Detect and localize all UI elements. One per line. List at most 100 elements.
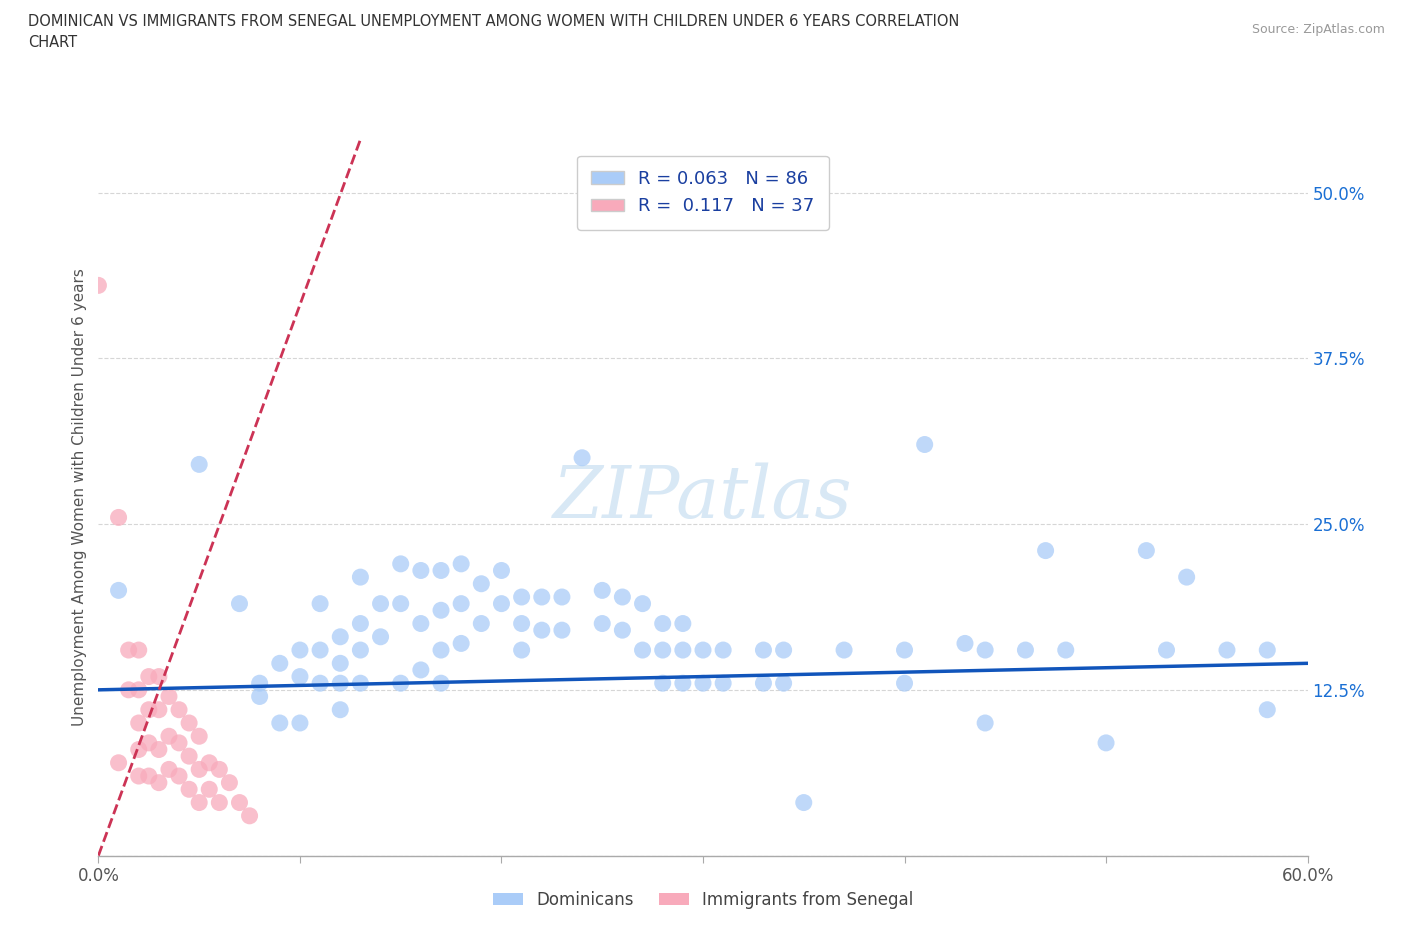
Point xyxy=(288,670,311,684)
Point xyxy=(128,643,150,658)
Point xyxy=(228,795,250,810)
Point xyxy=(249,676,271,691)
Point xyxy=(389,676,412,691)
Point xyxy=(249,689,271,704)
Point xyxy=(752,643,775,658)
Point xyxy=(692,676,714,691)
Point xyxy=(329,630,352,644)
Point xyxy=(1256,702,1278,717)
Point xyxy=(198,782,221,797)
Point xyxy=(893,676,915,691)
Point xyxy=(138,702,160,717)
Point xyxy=(953,636,976,651)
Point xyxy=(188,795,211,810)
Point xyxy=(1156,643,1178,658)
Point xyxy=(198,755,221,770)
Point xyxy=(370,630,392,644)
Point xyxy=(692,643,714,658)
Point xyxy=(389,596,412,611)
Point xyxy=(107,510,129,525)
Point xyxy=(228,596,250,611)
Point xyxy=(409,563,432,578)
Point xyxy=(188,762,211,777)
Point xyxy=(974,715,997,730)
Point xyxy=(148,776,170,790)
Point xyxy=(167,768,190,783)
Point xyxy=(329,676,352,691)
Point xyxy=(510,616,533,631)
Point xyxy=(329,656,352,671)
Point xyxy=(208,795,231,810)
Point xyxy=(793,795,815,810)
Point xyxy=(752,676,775,691)
Point xyxy=(470,577,492,591)
Point xyxy=(612,590,634,604)
Point xyxy=(148,742,170,757)
Point xyxy=(107,583,129,598)
Point xyxy=(349,643,371,658)
Point xyxy=(167,736,190,751)
Point xyxy=(530,623,553,638)
Point xyxy=(208,762,231,777)
Point xyxy=(157,689,180,704)
Point xyxy=(551,590,574,604)
Text: DOMINICAN VS IMMIGRANTS FROM SENEGAL UNEMPLOYMENT AMONG WOMEN WITH CHILDREN UNDE: DOMINICAN VS IMMIGRANTS FROM SENEGAL UNE… xyxy=(28,14,959,50)
Point xyxy=(118,643,141,658)
Point xyxy=(349,676,371,691)
Point xyxy=(349,570,371,585)
Point xyxy=(309,596,332,611)
Point xyxy=(551,623,574,638)
Point xyxy=(409,616,432,631)
Point xyxy=(450,556,472,571)
Point xyxy=(530,590,553,604)
Point xyxy=(772,676,794,691)
Point xyxy=(450,636,472,651)
Point xyxy=(491,596,513,611)
Point xyxy=(672,676,695,691)
Point xyxy=(832,643,855,658)
Point xyxy=(591,583,613,598)
Point xyxy=(631,596,654,611)
Point xyxy=(118,683,141,698)
Point xyxy=(128,715,150,730)
Point xyxy=(450,596,472,611)
Point xyxy=(269,715,291,730)
Y-axis label: Unemployment Among Women with Children Under 6 years: Unemployment Among Women with Children U… xyxy=(72,269,87,726)
Point xyxy=(1054,643,1077,658)
Point xyxy=(491,563,513,578)
Point xyxy=(148,670,170,684)
Point xyxy=(128,768,150,783)
Legend: Dominicans, Immigrants from Senegal: Dominicans, Immigrants from Senegal xyxy=(486,884,920,915)
Point xyxy=(349,616,371,631)
Point xyxy=(288,715,311,730)
Text: Source: ZipAtlas.com: Source: ZipAtlas.com xyxy=(1251,23,1385,36)
Point xyxy=(651,676,673,691)
Point xyxy=(1175,570,1198,585)
Point xyxy=(309,643,332,658)
Point xyxy=(128,742,150,757)
Point xyxy=(177,749,201,764)
Point xyxy=(1216,643,1239,658)
Point xyxy=(370,596,392,611)
Point xyxy=(128,683,150,698)
Point xyxy=(470,616,492,631)
Point xyxy=(87,278,110,293)
Point xyxy=(218,776,240,790)
Point xyxy=(711,643,734,658)
Point xyxy=(188,729,211,744)
Point xyxy=(510,643,533,658)
Point xyxy=(409,662,432,677)
Point xyxy=(430,563,453,578)
Point xyxy=(1256,643,1278,658)
Point xyxy=(430,643,453,658)
Point xyxy=(772,643,794,658)
Point xyxy=(177,715,201,730)
Point xyxy=(651,616,673,631)
Point xyxy=(612,623,634,638)
Point xyxy=(309,676,332,691)
Point xyxy=(430,676,453,691)
Point xyxy=(651,643,673,658)
Point xyxy=(1014,643,1036,658)
Point xyxy=(1095,736,1118,751)
Point xyxy=(148,702,170,717)
